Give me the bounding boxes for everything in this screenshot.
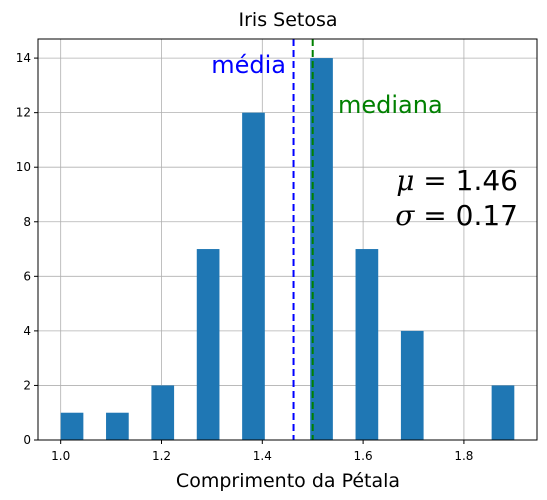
mu-symbol: μ	[396, 164, 414, 197]
histogram-bar	[400, 330, 424, 440]
plot-frame	[37, 38, 538, 441]
mu-value: 1.46	[456, 164, 518, 197]
sigma-annotation: σ = 0.17	[395, 199, 518, 232]
mean-annotation: média	[211, 51, 286, 79]
y-tick-label: 6	[23, 269, 31, 283]
histogram-bar	[355, 249, 379, 440]
reference-lines	[292, 39, 314, 440]
mu-equals: =	[414, 164, 455, 197]
bars	[60, 58, 515, 440]
chart-title: Iris Setosa	[239, 9, 338, 31]
y-tick-label: 10	[16, 160, 31, 174]
y-tick-label: 0	[23, 433, 31, 447]
x-tick-label: 1.6	[354, 449, 373, 463]
y-tick-label: 4	[23, 324, 31, 338]
y-tick-label: 8	[23, 215, 31, 229]
median-annotation: mediana	[338, 91, 443, 119]
x-tick-label: 1.8	[454, 449, 473, 463]
histogram-bar	[151, 385, 175, 440]
histogram-bar	[60, 412, 84, 440]
sigma-equals: =	[414, 199, 455, 232]
x-tick-label: 1.0	[51, 449, 70, 463]
histogram-bar	[491, 385, 515, 440]
histogram-bar	[242, 112, 265, 440]
histogram-bar	[310, 58, 333, 440]
x-tick-label: 1.4	[253, 449, 272, 463]
axis-ticks: 1.0 1.2 1.4 1.6 1.8 0 2 4 6 8 10 12 14	[16, 51, 474, 463]
y-tick-label: 2	[23, 378, 31, 392]
histogram-bar	[196, 249, 220, 440]
y-tick-label: 14	[16, 51, 31, 65]
sigma-symbol: σ	[395, 199, 415, 232]
y-tick-label: 12	[16, 106, 31, 120]
mu-annotation: μ = 1.46	[396, 164, 518, 197]
sigma-value: 0.17	[456, 199, 518, 232]
x-tick-label: 1.2	[152, 449, 171, 463]
x-axis-label: Comprimento da Pétala	[176, 470, 400, 492]
histogram-bar	[106, 412, 129, 440]
